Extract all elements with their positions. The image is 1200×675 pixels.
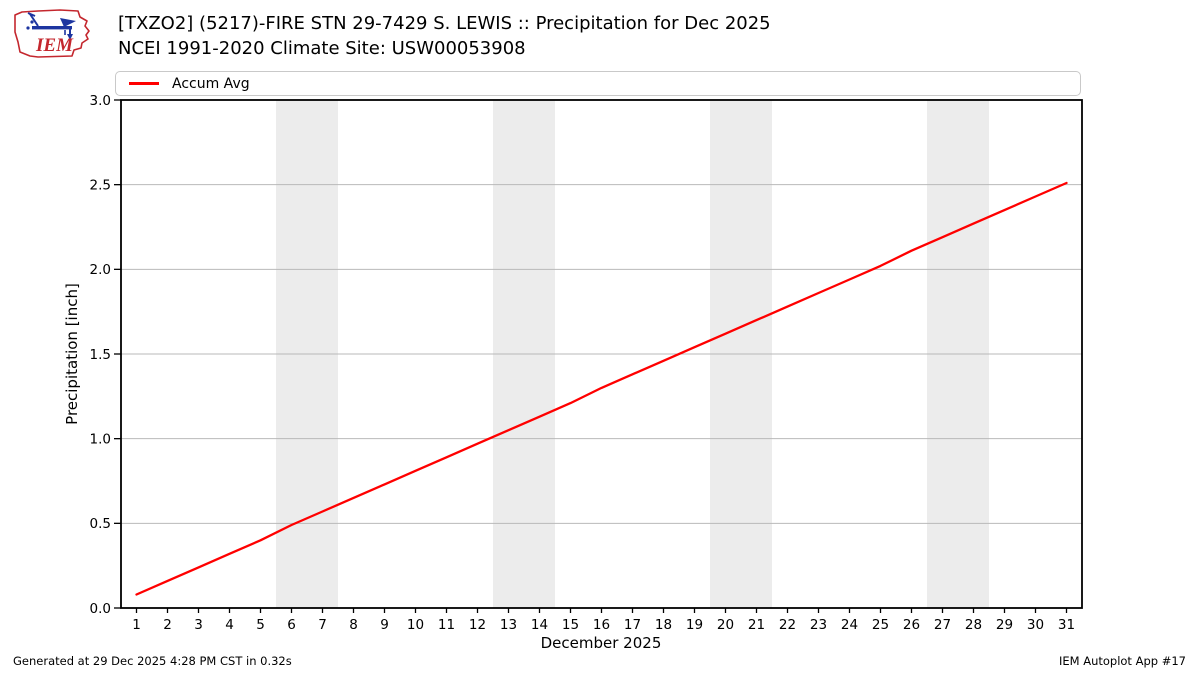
weather-vane-icon [26,12,76,40]
legend-label-accum-avg: Accum Avg [172,75,250,92]
x-tick-label: 22 [779,617,796,633]
x-tick-label: 15 [562,617,579,633]
x-tick-label: 12 [469,617,486,633]
y-tick-label: 2.5 [90,177,111,193]
y-tick-label: 3.0 [90,93,111,109]
x-tick-label: 30 [1027,617,1044,633]
y-tick-label: 0.0 [90,601,111,617]
generated-at-text: Generated at 29 Dec 2025 4:28 PM CST in … [13,654,292,668]
y-axis-label: Precipitation [inch] [63,283,81,425]
x-axis-label: December 2025 [540,634,662,652]
x-tick-label: 5 [256,617,265,633]
x-tick-label: 8 [349,617,358,633]
page-subtitle: NCEI 1991-2020 Climate Site: USW00053908 [118,38,526,59]
accum-avg-line-swatch-icon [129,82,159,85]
legend: Accum Avg [115,71,1081,96]
x-tick-label: 31 [1058,617,1075,633]
x-tick-label: 18 [655,617,672,633]
x-tick-label: 28 [965,617,982,633]
x-tick-label: 6 [287,617,296,633]
x-tick-label: 16 [593,617,610,633]
x-tick-label: 3 [194,617,203,633]
x-tick-label: 4 [225,617,234,633]
x-tick-label: 21 [748,617,765,633]
x-tick-label: 11 [438,617,455,633]
x-tick-label: 25 [872,617,889,633]
y-tick-label: 1.5 [90,347,111,363]
x-tick-label: 24 [841,617,858,633]
x-tick-label: 9 [380,617,389,633]
x-tick-label: 7 [318,617,327,633]
x-tick-label: 1 [132,617,141,633]
x-tick-label: 17 [624,617,641,633]
y-tick-label: 1.0 [90,431,111,447]
title-block: [TXZO2] (5217)-FIRE STN 29-7429 S. LEWIS… [118,11,771,61]
x-tick-label: 13 [500,617,517,633]
logo-text: IEM [35,35,74,56]
x-tick-label: 23 [810,617,827,633]
x-tick-label: 14 [531,617,548,633]
y-tick-label: 2.0 [90,262,111,278]
x-tick-label: 10 [407,617,424,633]
x-tick-label: 27 [934,617,951,633]
accum-avg-line [135,181,1068,596]
x-tick-label: 2 [163,617,172,633]
x-tick-label: 26 [903,617,920,633]
y-tick-label: 0.5 [90,516,111,532]
iem-logo: IEM [14,9,90,58]
x-tick-label: 19 [686,617,703,633]
app-credit-text: IEM Autoplot App #17 [1058,654,1186,668]
x-tick-label: 20 [717,617,734,633]
page-title: [TXZO2] (5217)-FIRE STN 29-7429 S. LEWIS… [118,13,771,34]
x-tick-label: 29 [996,617,1013,633]
